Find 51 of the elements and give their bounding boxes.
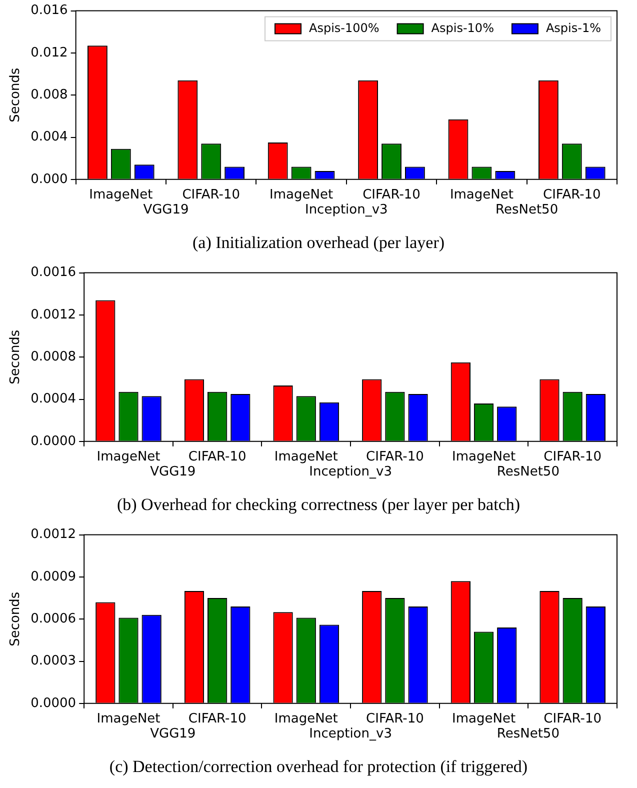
y-axis-title: Seconds [8,68,24,122]
y-tick-label: 0.0003 [30,654,76,669]
y-tick-label: 0.008 [30,87,68,102]
y-tick-label: 0.0012 [30,527,76,542]
y-tick-label: 0.000 [30,172,68,187]
y-tick-label: 0.012 [30,45,68,60]
x-tick-label: ImageNet [274,712,338,727]
x-tick-label: CIFAR-10 [362,188,420,203]
x-tick-label: CIFAR-10 [544,450,602,465]
x-tick-label: CIFAR-10 [182,188,240,203]
y-tick-label: 0.004 [30,130,68,145]
x-tick-label: ImageNet [450,188,514,203]
x-tick-label: ImageNet [452,450,516,465]
y-tick-label: 0.016 [30,3,68,18]
text: ResNet50 [496,202,558,218]
x-tick-label: CIFAR-10 [542,188,601,203]
text: ResNet50 [496,726,560,742]
y-tick-label: 0.0016 [30,265,76,280]
legend-label: Aspis-10% [431,20,494,35]
legend-label: Aspis-1% [546,20,601,35]
y-tick-label: 0.0000 [30,434,76,449]
y-tick-label: 0.0012 [30,307,76,322]
text: (c) Detection/correction overhead for protection (if triggered) [108,756,529,778]
x-tick-label: CIFAR-10 [188,712,246,727]
text: (a) Initialization overhead (per layer) [191,232,446,254]
legend-label: Aspis-100% [309,20,380,35]
x-tick-label: ImageNet [96,712,160,727]
x-tick-label: CIFAR-10 [188,450,246,465]
text: VGG19 [143,202,189,218]
y-axis-title: Seconds [8,330,24,384]
text: (b) Overhead for checking correctness (per layer per batch) [116,494,522,516]
y-tick-label: 0.0008 [30,349,76,364]
text: Inception_v3 [304,202,388,218]
x-tick-label: ImageNet [270,188,334,203]
x-tick-label: ImageNet [96,450,160,465]
x-tick-label: ImageNet [452,712,516,727]
text: Inception_v3 [309,464,392,480]
y-tick-label: 0.0000 [30,696,76,711]
y-tick-label: 0.0004 [30,392,76,407]
x-tick-label: CIFAR-10 [544,712,602,727]
x-tick-label: CIFAR-10 [366,450,424,465]
text: VGG19 [150,726,196,742]
x-tick-label: CIFAR-10 [366,712,424,727]
y-tick-label: 0.0006 [30,611,76,626]
text: Inception_v3 [309,726,392,742]
x-tick-label: ImageNet [89,188,153,203]
text: VGG19 [150,464,196,480]
text: ResNet50 [496,464,560,480]
x-tick-label: ImageNet [274,450,338,465]
y-tick-label: 0.0009 [30,569,76,584]
y-axis-title: Seconds [8,592,24,646]
